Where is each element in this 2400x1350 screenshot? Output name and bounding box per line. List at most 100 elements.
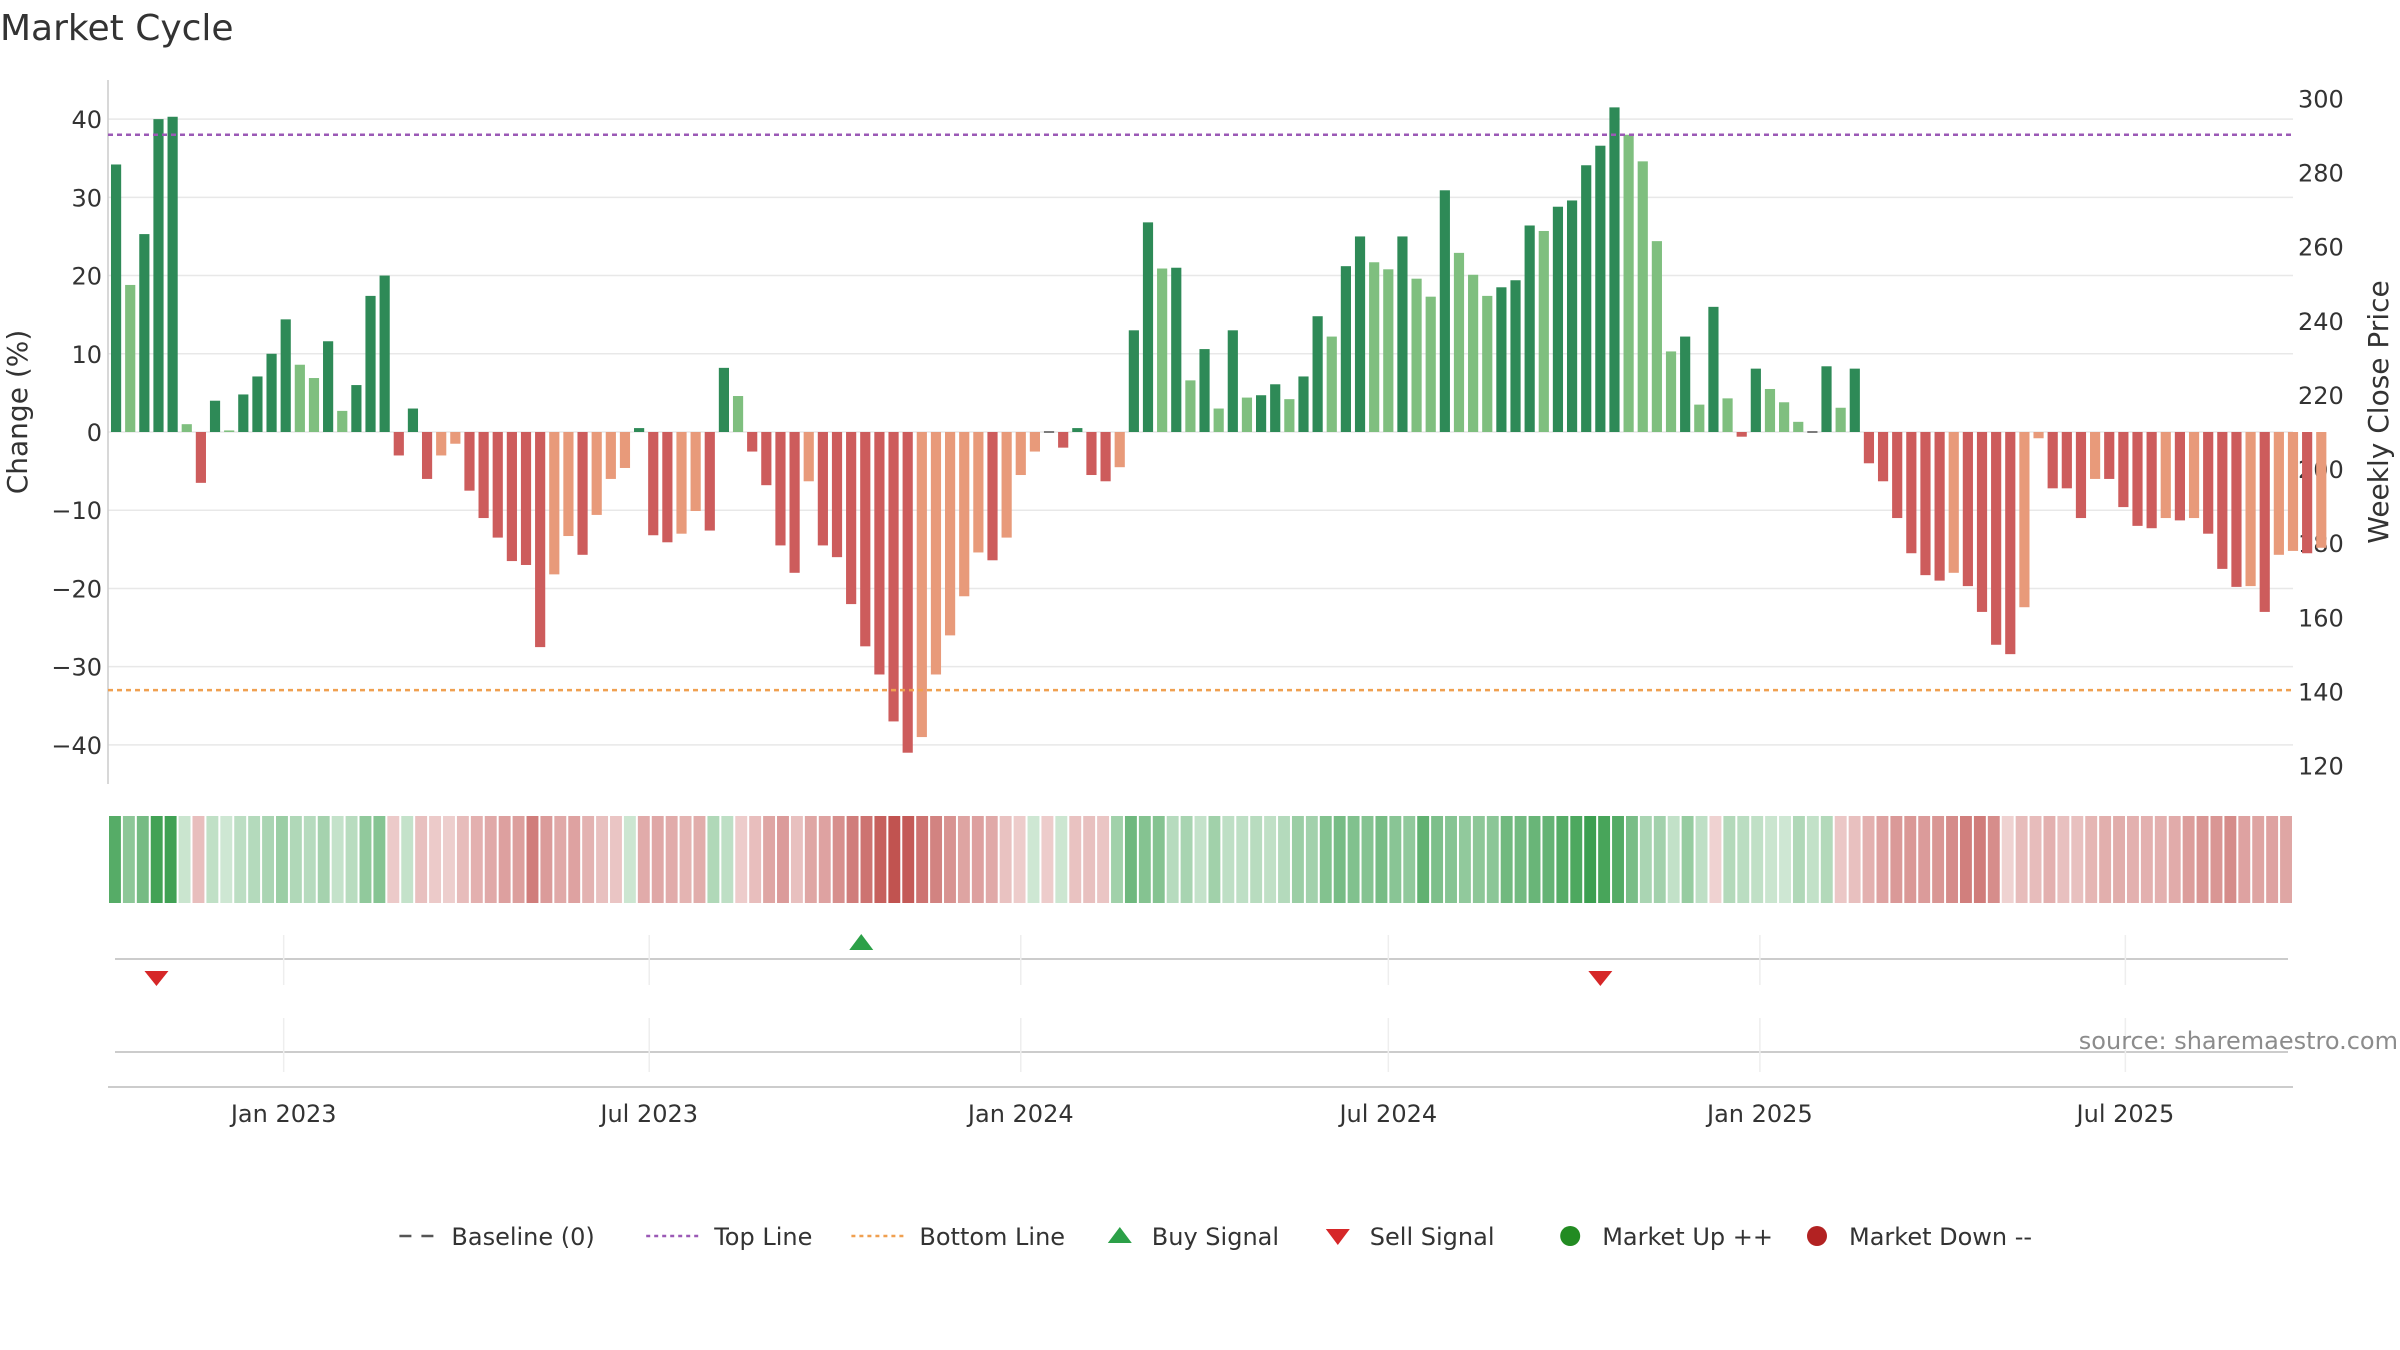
heat-cell — [2001, 816, 2014, 903]
heat-cell — [902, 816, 915, 903]
bar — [761, 432, 772, 486]
bar — [492, 432, 503, 538]
heat-cell — [1556, 816, 1569, 903]
heat-cell — [1918, 816, 1931, 903]
bar — [1326, 336, 1337, 432]
bar — [959, 432, 970, 597]
bar — [1694, 404, 1705, 432]
bar — [365, 295, 376, 432]
bar — [2019, 432, 2030, 608]
x-tick-label: Jul 2025 — [2075, 1100, 2175, 1128]
heat-cell — [1542, 816, 1555, 903]
heat-cell — [526, 816, 539, 903]
bar — [125, 284, 136, 432]
bar — [1015, 432, 1026, 476]
bar — [2203, 432, 2214, 534]
heat-cell — [248, 816, 261, 903]
heat-cell — [971, 816, 984, 903]
heat-cell — [568, 816, 581, 903]
bar — [139, 234, 150, 432]
heat-cell — [1347, 816, 1360, 903]
bar — [1595, 145, 1606, 432]
y2-axis-label: Weekly Close Price — [2362, 280, 2395, 543]
heat-cell — [1862, 816, 1875, 903]
legend-label: Market Up ++ — [1602, 1223, 1773, 1251]
y2-tick-label: 120 — [2298, 752, 2344, 780]
heat-cell — [220, 816, 233, 903]
bar — [2217, 432, 2228, 569]
heat-cell — [1389, 816, 1402, 903]
buy-signal-marker — [849, 934, 874, 950]
heat-cell — [136, 816, 149, 903]
heat-cell — [2099, 816, 2112, 903]
y-tick-label: 20 — [71, 263, 102, 291]
bar — [436, 432, 447, 456]
bar — [238, 394, 249, 432]
heat-cell — [1876, 816, 1889, 903]
bar — [1708, 306, 1719, 432]
bar — [1043, 431, 1055, 433]
heat-cell — [1124, 816, 1137, 903]
bar — [1835, 407, 1846, 432]
heat-cell — [1695, 816, 1708, 903]
legend-item: Market Down -- — [1807, 1223, 2032, 1251]
heat-cell — [234, 816, 247, 903]
bar — [1863, 432, 1875, 464]
heat-cell — [1291, 816, 1304, 903]
heat-cell — [2015, 816, 2028, 903]
bar — [1270, 384, 1281, 432]
bar — [1877, 432, 1889, 482]
bar — [1566, 200, 1578, 432]
heat-cell — [2113, 816, 2125, 903]
heat-cell — [749, 816, 762, 903]
bar — [520, 432, 532, 565]
bar — [1369, 262, 1380, 432]
legend-item: Sell Signal — [1325, 1223, 1494, 1251]
bar — [2273, 432, 2284, 555]
bar — [817, 432, 828, 546]
bar — [1976, 432, 1988, 612]
bar — [1892, 432, 1903, 519]
bar — [1100, 432, 1111, 482]
bar — [1199, 349, 1210, 432]
legend-label: Market Down -- — [1849, 1223, 2032, 1251]
heat-cell — [1472, 816, 1485, 903]
heat-cell — [1458, 816, 1471, 903]
heat-cell — [317, 816, 330, 903]
legend-item: Baseline (0) — [399, 1223, 595, 1251]
y-tick-label: 10 — [71, 341, 102, 369]
heat-cell — [1305, 816, 1318, 903]
bar — [874, 432, 885, 675]
bar — [506, 432, 517, 562]
bar — [1354, 236, 1366, 432]
heat-cell — [818, 816, 831, 903]
heat-cell — [192, 816, 205, 903]
bar — [1086, 432, 1097, 476]
heat-cell — [846, 816, 859, 903]
heat-cell — [178, 816, 191, 903]
x-tick-label: Jan 2023 — [229, 1100, 337, 1128]
heat-cell — [1932, 816, 1945, 903]
heat-cell — [2057, 816, 2070, 903]
bar — [1453, 252, 1465, 432]
heat-cell — [1779, 816, 1791, 903]
y-tick-label: 30 — [71, 184, 102, 212]
heat-cell — [2126, 816, 2139, 903]
y-tick-label: −40 — [51, 732, 102, 760]
heat-cell — [1055, 816, 1068, 903]
heat-cell — [1445, 816, 1457, 903]
bar — [1680, 336, 1691, 432]
legend-label: Baseline (0) — [451, 1223, 594, 1251]
change-bars — [110, 107, 2327, 753]
heat-cell — [693, 816, 706, 903]
heat-cell — [790, 816, 803, 903]
bar — [1072, 428, 1083, 432]
bar — [1411, 278, 1422, 432]
bar — [930, 432, 942, 675]
bar — [1241, 397, 1253, 432]
heat-cell — [1375, 816, 1388, 903]
bar — [1920, 432, 1931, 576]
bar — [1510, 280, 1521, 432]
bar — [2075, 432, 2087, 519]
